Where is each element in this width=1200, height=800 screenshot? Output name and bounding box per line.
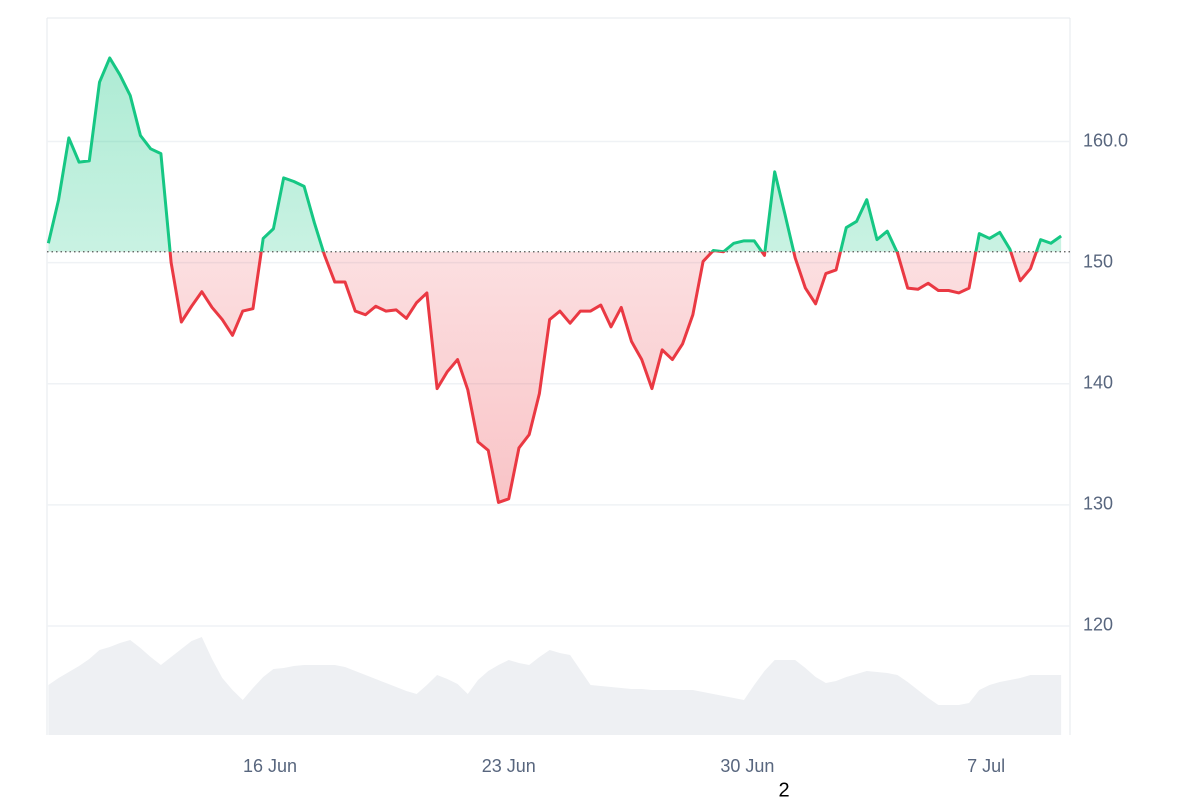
area-below	[48, 251, 1062, 503]
area-above	[48, 57, 1062, 252]
page-number: 2	[778, 779, 789, 800]
x-tick-label: 23 Jun	[482, 756, 536, 776]
volume-area	[48, 637, 1062, 735]
x-tick-label: 16 Jun	[243, 756, 297, 776]
x-tick-label: 30 Jun	[720, 756, 774, 776]
y-tick-label: 160.0	[1083, 130, 1128, 150]
y-tick-label: 140	[1083, 373, 1113, 393]
y-tick-label: 130	[1083, 494, 1113, 514]
y-tick-label: 120	[1083, 615, 1113, 635]
price-line-down	[168, 251, 1038, 504]
x-tick-label: 7 Jul	[967, 756, 1005, 776]
y-tick-label: 150	[1083, 251, 1113, 271]
price-line-up	[46, 56, 1062, 252]
